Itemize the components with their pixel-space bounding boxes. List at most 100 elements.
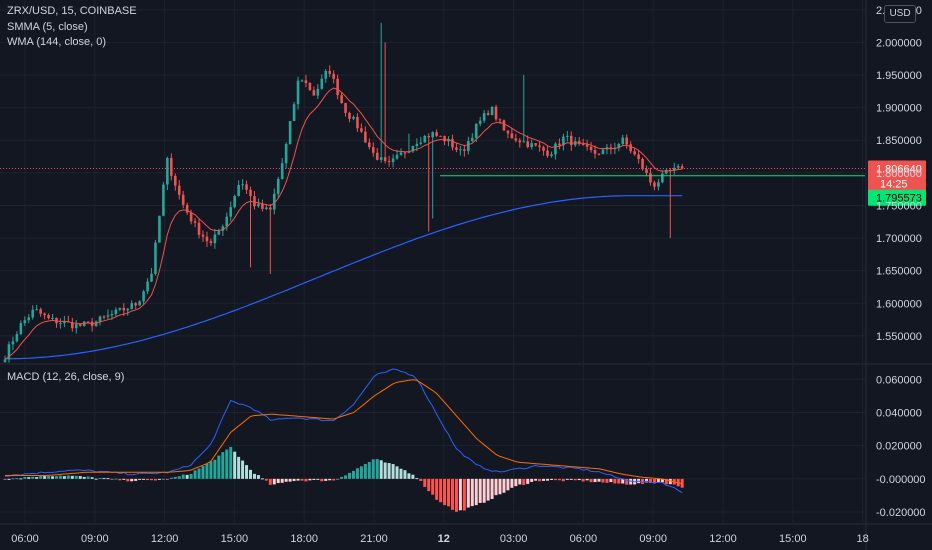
macd-tick-label: 0.060000 xyxy=(876,374,922,386)
symbol-legend[interactable]: ZRX/USD, 15, COINBASE xyxy=(7,5,137,17)
macd-histogram-bar xyxy=(399,468,403,479)
macd-histogram-bar xyxy=(94,478,98,480)
macd-histogram-bar xyxy=(229,446,233,479)
candle-down xyxy=(312,90,316,96)
candle-down xyxy=(375,152,379,160)
macd-histogram-bar xyxy=(324,478,328,481)
candle-down xyxy=(249,189,252,197)
candle-down xyxy=(177,185,181,195)
macd-histogram-bar xyxy=(284,478,288,482)
macd-histogram-bar xyxy=(138,478,142,480)
macd-histogram-bar xyxy=(43,476,47,479)
macd-histogram-bar xyxy=(359,466,363,479)
macd-histogram-bar xyxy=(165,478,169,480)
macd-histogram-bar xyxy=(233,451,237,479)
price-tick-label: 1.650000 xyxy=(876,266,922,278)
candle-up xyxy=(407,151,411,153)
candle-down xyxy=(593,149,597,154)
candle-down xyxy=(205,236,209,242)
macd-histogram-bar xyxy=(31,476,35,479)
smma-legend[interactable]: SMMA (5, close) xyxy=(7,21,88,33)
macd-histogram-bar xyxy=(3,478,7,480)
candle-down xyxy=(328,71,332,74)
time-tick-label: 15:00 xyxy=(221,533,249,545)
macd-legend[interactable]: MACD (12, 26, close, 9) xyxy=(7,371,125,383)
candle-down xyxy=(585,144,589,147)
macd-histogram-bar xyxy=(150,478,154,481)
candle-up xyxy=(63,321,66,324)
macd-histogram-bar xyxy=(268,478,272,485)
macd-histogram-bar xyxy=(241,460,245,479)
macd-histogram-bar xyxy=(462,478,466,511)
candle-up xyxy=(482,113,486,121)
macd-histogram-bar xyxy=(161,478,165,480)
candle-up xyxy=(395,154,399,159)
candle-down xyxy=(589,146,593,150)
price-tick-label: 1.600000 xyxy=(876,298,922,310)
price-tick-label: 1.700000 xyxy=(876,233,922,245)
macd-histogram-bar xyxy=(613,478,617,484)
macd-histogram-bar xyxy=(86,476,90,479)
candle-up xyxy=(280,163,284,179)
macd-histogram-bar xyxy=(645,478,649,483)
macd-histogram-bar xyxy=(371,459,375,479)
candle-down xyxy=(336,78,339,96)
candle-up xyxy=(7,344,11,360)
macd-histogram-bar xyxy=(490,478,494,499)
axes: 2.0500002.0000001.9500001.9000001.850000… xyxy=(11,5,925,545)
candle-down xyxy=(581,143,585,145)
macd-histogram-bar xyxy=(553,478,557,481)
candle-up xyxy=(391,158,395,163)
macd-histogram-bar xyxy=(122,478,126,480)
candle-down xyxy=(181,194,185,205)
macd-histogram-bar xyxy=(395,466,399,479)
macd-histogram-bar xyxy=(328,478,332,481)
candle-down xyxy=(261,203,264,209)
candle-up xyxy=(213,234,217,244)
candle-up xyxy=(154,242,157,274)
macd-histogram-bar xyxy=(237,456,241,479)
macd-line xyxy=(4,368,683,494)
currency-button[interactable]: USD xyxy=(884,5,916,23)
candle-down xyxy=(403,152,407,154)
macd-histogram-bar xyxy=(601,478,605,483)
macd-histogram-bar xyxy=(605,478,609,483)
current-price-badge xyxy=(868,160,926,192)
macd-histogram-bar xyxy=(292,478,296,482)
candle-down xyxy=(332,73,335,79)
macd-histogram-bar xyxy=(15,478,19,480)
candle-up xyxy=(74,324,78,329)
macd-histogram-bar xyxy=(106,478,110,480)
macd-histogram-bar xyxy=(494,478,498,496)
macd-histogram-bar xyxy=(205,463,209,479)
macd-histogram-bar xyxy=(225,449,229,479)
macd-histogram-bar xyxy=(62,476,66,479)
candle-down xyxy=(78,324,82,327)
candle-down xyxy=(649,173,652,183)
macd-histogram-bar xyxy=(355,468,359,479)
candle-up xyxy=(27,317,31,321)
wma-legend[interactable]: WMA (144, close, 0) xyxy=(7,36,107,48)
candle-down xyxy=(102,316,106,318)
candle-up xyxy=(15,334,19,342)
macd-histogram-bar xyxy=(557,478,561,481)
current-price-label: 1.806640 xyxy=(876,164,922,176)
candle-up xyxy=(415,143,419,147)
candle-down xyxy=(348,112,351,119)
candle-down xyxy=(680,166,684,169)
candle-up xyxy=(130,303,134,309)
macd-tick-label: 0.020000 xyxy=(876,441,922,453)
candle-up xyxy=(3,359,7,362)
macd-histogram-bar xyxy=(510,478,514,488)
candle-up xyxy=(162,184,165,216)
level-price-label: 1.795573 xyxy=(876,193,922,205)
candle-up xyxy=(51,317,54,319)
candle-up xyxy=(217,230,221,235)
macd-histogram-bar xyxy=(142,478,146,480)
macd-histogram-bar xyxy=(134,478,138,481)
candle-up xyxy=(229,207,233,217)
candle-down xyxy=(455,147,458,150)
candle-down xyxy=(498,119,502,121)
macd-histogram-bar xyxy=(482,478,486,503)
